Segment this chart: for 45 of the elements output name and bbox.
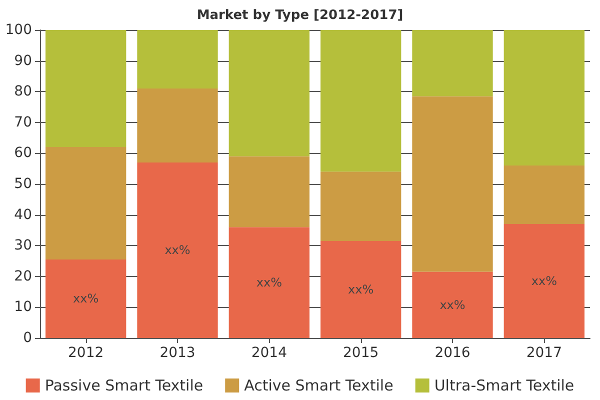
bar [412, 30, 493, 96]
bar [320, 172, 402, 241]
y-tick-label: 0 [23, 330, 32, 346]
x-tick-label: 2017 [526, 345, 562, 361]
bar [228, 227, 310, 338]
y-tick-label: 100 [5, 22, 32, 38]
bar [228, 156, 310, 228]
data-label: xx% [256, 276, 282, 290]
bar [504, 30, 584, 166]
x-tick-label: 2016 [434, 345, 470, 361]
bar [46, 30, 126, 148]
data-label: xx% [440, 298, 466, 312]
y-tick-label: 90 [14, 52, 32, 69]
y-tick-label: 60 [14, 145, 32, 162]
y-tick-label: 70 [14, 114, 32, 130]
bar [412, 272, 493, 338]
bar [412, 96, 493, 272]
bar [137, 162, 218, 338]
x-tick-label: 2012 [68, 345, 104, 361]
bar [504, 224, 584, 338]
data-label: xx% [73, 292, 99, 306]
y-tick-label: 30 [14, 238, 32, 254]
data-label: xx% [531, 274, 557, 288]
data-label: xx% [348, 282, 374, 296]
bar [137, 30, 218, 89]
x-tick-label: 2013 [160, 345, 196, 361]
chart-title: Market by Type [2012-2017] [196, 8, 404, 23]
y-tick-label: 20 [14, 268, 32, 284]
bar [46, 147, 126, 260]
legend-label: Ultra-Smart Textile [434, 376, 574, 394]
y-tick-label: 50 [14, 176, 32, 192]
bar [320, 30, 402, 172]
bar [320, 240, 402, 338]
bar [46, 259, 126, 338]
bar [137, 88, 218, 162]
y-tick-label: 10 [14, 299, 32, 316]
y-tick-label: 40 [14, 206, 32, 223]
legend-label: Passive Smart Textile [44, 376, 204, 394]
y-tick-label: 80 [14, 84, 32, 100]
data-label: xx% [164, 243, 190, 258]
x-tick-label: 2015 [343, 345, 379, 361]
bar [228, 30, 310, 156]
legend-label: Active Smart Textile [244, 376, 394, 394]
x-tick-label: 2014 [251, 345, 288, 361]
bar [504, 166, 584, 224]
